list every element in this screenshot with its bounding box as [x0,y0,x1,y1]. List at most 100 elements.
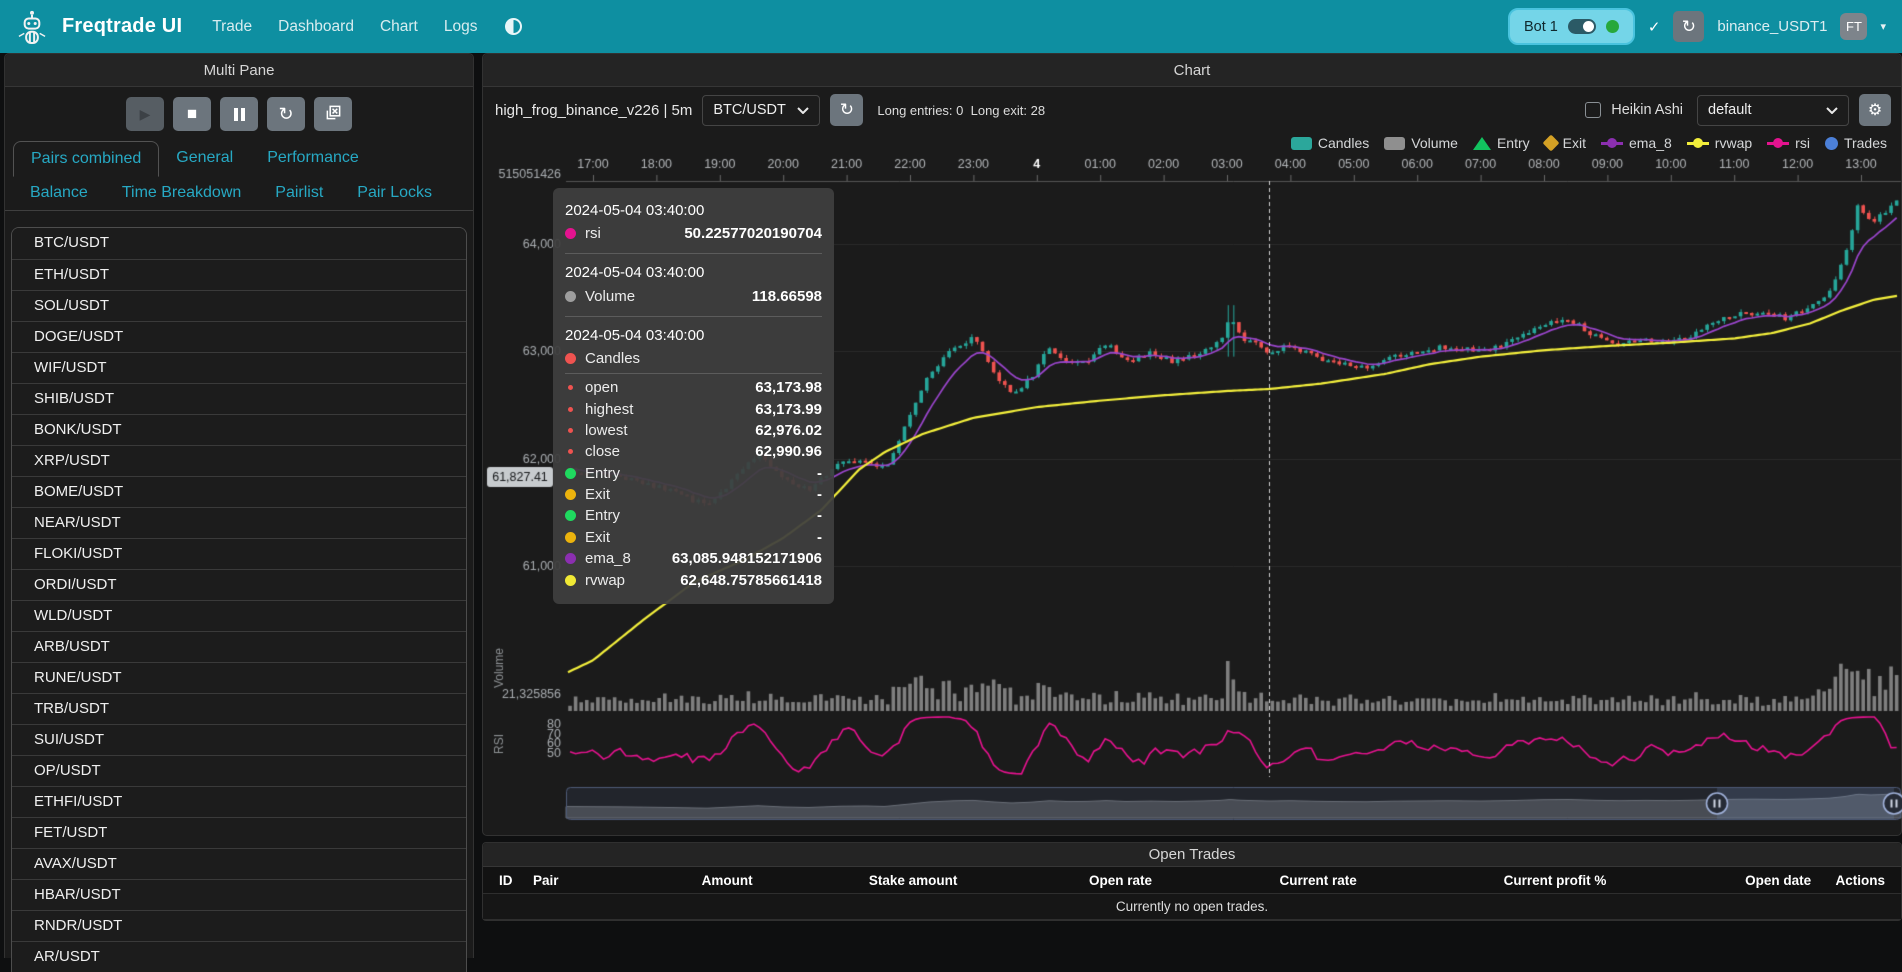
app-title[interactable]: Freqtrade UI [62,15,183,37]
tooltip-label: lowest [585,421,628,439]
stop-button[interactable]: ■ [173,97,211,131]
pair-row[interactable]: DOGE/USDT [12,321,466,352]
column-header-pair: Pair [532,872,559,888]
pair-row[interactable]: ARB/USDT [12,631,466,662]
legend-item-rvwap[interactable]: rvwap [1686,135,1753,151]
tooltip-timestamp: 2024-05-04 03:40:00 [565,326,705,344]
bot-selector[interactable]: Bot 1 [1507,8,1635,45]
pause-button[interactable] [220,97,258,131]
pair-row[interactable]: ETH/USDT [12,259,466,290]
column-header-current-rate: Current rate [1279,872,1357,888]
tooltip-row: rsi 50.22577020190704 [565,223,822,244]
series-dot-icon [565,553,576,565]
pair-row[interactable]: SUI/USDT [12,724,466,755]
pair-row[interactable]: ORDI/USDT [12,569,466,600]
pair-row[interactable]: RUNE/USDT [12,662,466,693]
freqtrade-logo-icon[interactable] [14,7,50,47]
check-icon: ✓ [1647,18,1661,36]
legend-item-ema_8[interactable]: ema_8 [1600,135,1672,151]
bot-toggle-knob [1582,21,1594,32]
tooltip-label: open [585,379,619,397]
tab-time-breakdown[interactable]: Time Breakdown [121,184,242,201]
pause-icon [233,107,245,121]
series-dot-icon [568,406,573,412]
legend-item-rsi[interactable]: rsi [1767,135,1810,151]
plot-config-select[interactable]: default [1697,94,1849,126]
tab-balance[interactable]: Balance [30,184,88,201]
tooltip-row: close 62,990.96 [565,441,822,462]
pair-select[interactable]: BTC/USDT [702,94,821,126]
user-menu-caret-icon[interactable]: ▾ [1880,21,1886,33]
legend-label: rsi [1795,135,1810,151]
series-dot-icon [565,352,576,364]
legend-item-trades[interactable]: Trades [1824,135,1887,151]
reload-icon: ↻ [278,103,294,124]
reload-bot-button[interactable]: ↻ [1673,11,1705,42]
legend-label: rvwap [1714,135,1753,151]
chart-refresh-button[interactable]: ↻ [830,94,864,126]
pair-row[interactable]: HBAR/USDT [12,879,466,910]
column-header-open-rate: Open rate [1089,872,1153,888]
pair-row[interactable]: BTC/USDT [12,228,466,259]
heikin-ashi-checkbox[interactable] [1585,102,1602,118]
bot-toggle[interactable] [1567,19,1596,34]
tooltip-row: ema_8 63,085.948152171906 [565,548,822,569]
pair-row[interactable]: WLD/USDT [12,600,466,631]
nav-link-chart[interactable]: Chart [379,17,418,35]
pair-row[interactable]: FLOKI/USDT [12,538,466,569]
legend-label: Candles [1317,135,1370,151]
tab-general[interactable]: General [176,149,234,166]
reload-button[interactable]: ↻ [267,97,305,131]
multi-pane-title: Multi Pane [5,54,473,87]
user-avatar[interactable]: FT [1840,13,1868,40]
plot-config-value: default [1708,102,1752,118]
pair-row[interactable]: WIF/USDT [12,352,466,383]
pair-row[interactable]: OP/USDT [12,755,466,786]
pair-row[interactable]: RNDR/USDT [12,910,466,941]
tooltip-label: Volume [585,287,636,305]
tooltip-row: open 63,173.98 [565,377,822,398]
candles-swatch-icon [1290,136,1312,150]
tooltip-section: 2024-05-04 03:40:00 Volume 118.66598 [565,254,822,317]
pair-row[interactable]: SOL/USDT [12,290,466,321]
nav-link-logs[interactable]: Logs [443,17,478,35]
plot-settings-button[interactable]: ⚙ [1859,94,1891,126]
tooltip-row: Candles [565,348,822,374]
tooltip-timestamp: 2024-05-04 03:40:00 [565,202,705,219]
close-all-button[interactable] [314,97,352,131]
close-all-positions-icon [325,104,342,124]
tab-pair-locks[interactable]: Pair Locks [357,184,432,201]
exchange-instance-label: binance_USDT1 [1717,18,1828,35]
entries-summary: Long entries: 0 Long exit: 28 [877,102,1046,118]
column-header-open-date: Open date [1745,872,1812,888]
tooltip-label: Exit [585,528,611,546]
pair-row[interactable]: BONK/USDT [12,414,466,445]
pair-row[interactable]: TRB/USDT [12,693,466,724]
tab-pairs-combined[interactable]: Pairs combined [13,141,160,177]
nav-link-trade[interactable]: Trade [212,17,253,35]
pair-row[interactable]: FET/USDT [12,817,466,848]
tooltip-label: Candles [585,349,641,367]
multi-pane-panel: Multi Pane ▶ ■ ↻ Pairs combined General Perf… [4,53,474,972]
tab-pairlist[interactable]: Pairlist [275,184,324,201]
legend-item-exit[interactable]: Exit [1542,134,1586,152]
legend-item-volume[interactable]: Volume [1384,135,1458,151]
nav-link-dashboard[interactable]: Dashboard [278,17,354,35]
pair-row[interactable]: ETHFI/USDT [12,786,466,817]
pair-row[interactable]: AVAX/USDT [12,848,466,879]
series-dot-icon [565,531,576,543]
tab-performance[interactable]: Performance [267,149,359,166]
pair-row[interactable]: NEAR/USDT [12,507,466,538]
theme-toggle-icon[interactable] [505,18,523,35]
legend-item-candles[interactable]: Candles [1290,135,1370,151]
pair-row[interactable]: XRP/USDT [12,445,466,476]
tooltip-row: Volume 118.66598 [565,285,822,306]
legend-item-entry[interactable]: Entry [1472,135,1530,151]
open-trades-empty-message: Currently no open trades. [483,894,1901,920]
strategy-label: high_frog_binance_v226 | 5m [495,101,693,119]
pair-row[interactable]: SHIB/USDT [12,383,466,414]
rsi-line-icon [1767,138,1790,148]
open-trades-title: Open Trades [483,843,1901,867]
pair-row[interactable]: BOME/USDT [12,476,466,507]
pair-row[interactable]: AR/USDT [12,941,466,972]
